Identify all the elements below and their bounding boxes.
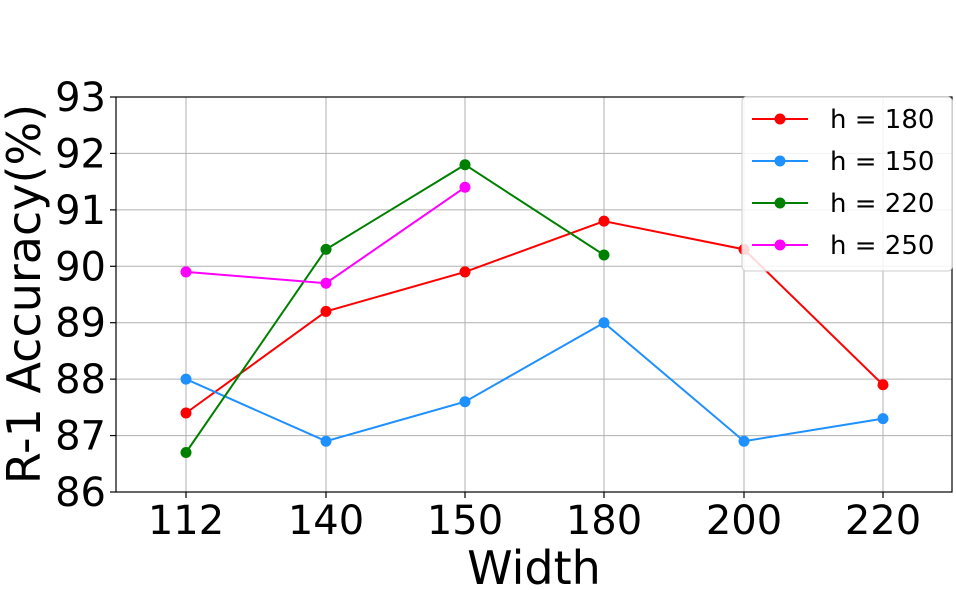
legend-label: h = 180 [830, 105, 934, 135]
series-2 [180, 159, 610, 458]
y-tick-label: 88 [55, 357, 106, 403]
x-tick-label: 180 [566, 498, 642, 544]
series-layer [180, 159, 889, 458]
x-tick-label: 150 [427, 498, 503, 544]
x-axis-label: Width [467, 541, 601, 590]
series-line [185, 163, 605, 454]
y-tick-label: 93 [55, 75, 106, 121]
data-point [738, 435, 750, 447]
y-tick-label: 89 [55, 301, 106, 347]
y-tick-label: 87 [55, 414, 106, 460]
series-3 [180, 181, 471, 289]
x-tick-label: 220 [845, 498, 921, 544]
data-point [320, 243, 332, 255]
data-point [180, 407, 192, 419]
series-1 [180, 317, 889, 447]
legend-label: h = 220 [830, 189, 934, 219]
legend-marker [774, 113, 786, 125]
plot-frame [115, 96, 953, 493]
data-point [598, 249, 610, 261]
x-tick-label: 140 [288, 498, 364, 544]
data-point [320, 435, 332, 447]
legend-item: h = 220 [752, 189, 934, 219]
data-point [320, 277, 332, 289]
series-line [185, 220, 884, 414]
legend-item: h = 250 [752, 231, 934, 261]
x-tick-label: 112 [148, 498, 224, 544]
axis-ticks: 86 87 88 89 90 91 92 93 112 140 150 180 200 220 [55, 75, 921, 544]
legend-marker [774, 197, 786, 209]
legend-marker [774, 155, 786, 167]
legend-label: h = 150 [830, 147, 934, 177]
legend-item: h = 150 [752, 147, 934, 177]
legend: h = 180 h = 150 h = 220 h = 250 [741, 96, 953, 272]
legend-box [741, 96, 953, 272]
data-point [180, 373, 192, 385]
legend-label: h = 250 [830, 231, 934, 261]
data-point [598, 215, 610, 227]
legend-item: h = 180 [752, 105, 934, 135]
y-tick-label: 86 [55, 470, 106, 516]
y-tick-label: 90 [55, 244, 106, 290]
data-point [598, 317, 610, 329]
series-0 [180, 215, 889, 419]
data-point [459, 396, 471, 408]
data-point [180, 447, 192, 458]
series-line [185, 321, 884, 443]
data-point [459, 181, 471, 193]
data-point [320, 305, 332, 317]
data-point [877, 379, 889, 391]
y-axis-label: R-1 Accuracy(%) [0, 104, 51, 484]
y-tick-label: 91 [55, 188, 106, 234]
data-point [180, 266, 192, 278]
data-point [459, 266, 471, 278]
y-tick-label: 92 [55, 131, 106, 177]
legend-marker [774, 239, 786, 251]
data-point [877, 413, 889, 425]
data-point [459, 159, 471, 171]
x-tick-label: 200 [706, 498, 782, 544]
